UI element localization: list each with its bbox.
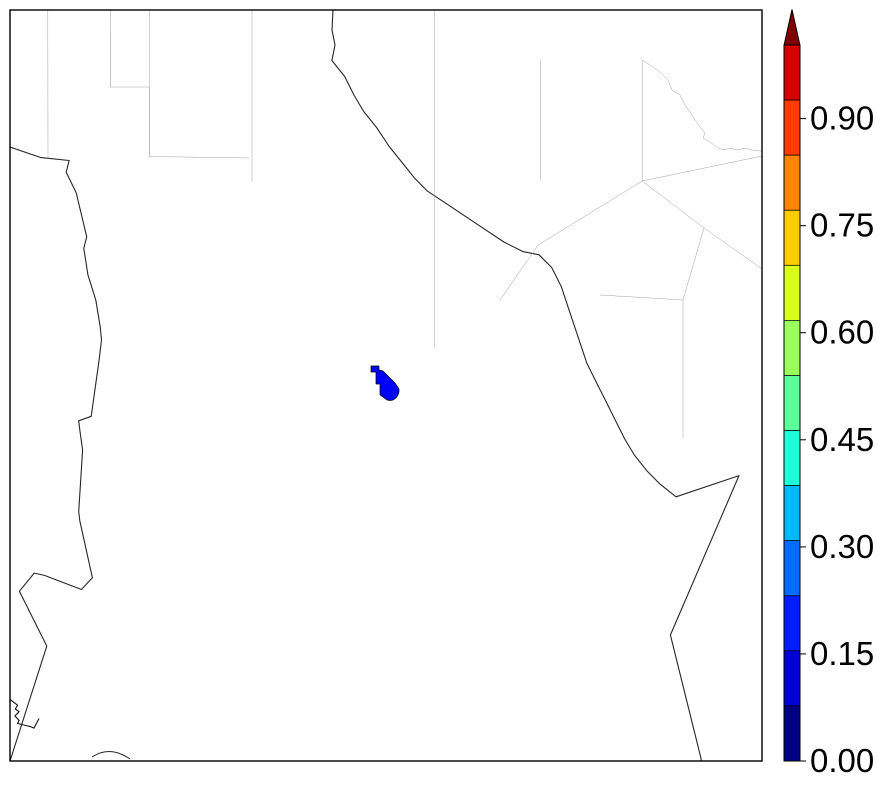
svg-text:0.60: 0.60 bbox=[810, 314, 874, 351]
svg-text:0.00: 0.00 bbox=[810, 742, 874, 779]
svg-text:0.30: 0.30 bbox=[810, 528, 874, 565]
svg-text:0.90: 0.90 bbox=[810, 100, 874, 137]
svg-text:0.15: 0.15 bbox=[810, 635, 874, 672]
svg-text:0.75: 0.75 bbox=[810, 207, 874, 244]
svg-text:0.45: 0.45 bbox=[810, 421, 874, 458]
